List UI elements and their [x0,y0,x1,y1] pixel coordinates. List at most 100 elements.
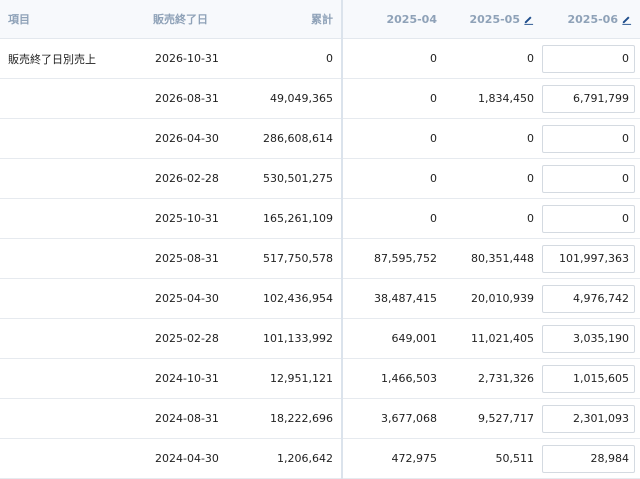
value-2025-06-input[interactable] [542,244,635,273]
value-2025-06-input[interactable] [542,44,635,73]
row-item-label: 販売終了日別売上 [0,38,145,79]
end-date-cell: 2025-08-31 [145,238,250,279]
table-row: 2025-02-28 101,133,992 649,001 11,021,405 [0,318,640,359]
value-2025-06-input[interactable] [542,324,635,353]
header-total: 累計 [250,0,343,39]
value-2025-04-cell: 3,677,068 [342,398,445,439]
end-date-cell: 2026-08-31 [145,78,250,119]
total-cell: 49,049,365 [250,78,343,119]
total-cell: 101,133,992 [250,318,343,359]
value-2025-05-cell: 2,731,326 [445,358,542,399]
end-date-cell: 2025-02-28 [145,318,250,359]
table-row: 2024-10-31 12,951,121 1,466,503 2,731,326 [0,358,640,399]
end-date-cell: 2024-10-31 [145,358,250,399]
table-row: 2025-08-31 517,750,578 87,595,752 80,351,44… [0,238,640,279]
end-date-cell: 2024-04-30 [145,438,250,479]
pencil-icon[interactable] [621,14,632,25]
table-row: 2026-08-31 49,049,365 0 1,834,450 [0,78,640,119]
total-cell: 0 [250,38,343,79]
table-body: 販売終了日別売上2026-10-310002026-08-3149,049,36… [0,38,640,479]
value-2025-05-cell: 0 [445,158,542,199]
total-cell: 286,608,614 [250,118,343,159]
header-end-date: 販売終了日 [145,0,250,39]
value-2025-06-cell [542,38,640,79]
row-item-label [0,78,145,119]
row-item-label [0,238,145,279]
total-cell: 517,750,578 [250,238,343,279]
value-2025-06-cell [542,238,640,279]
value-2025-04-cell: 0 [342,198,445,239]
value-2025-04-cell: 1,466,503 [342,358,445,399]
row-item-label [0,158,145,199]
table-row: 2024-04-30 1,206,642 472,975 50,511 [0,438,640,479]
value-2025-06-cell [542,158,640,199]
header-2025-04: 2025-04 [342,0,445,39]
value-2025-06-cell [542,318,640,359]
table-row: 2026-04-30 286,608,614 0 0 [0,118,640,159]
value-2025-04-cell: 0 [342,118,445,159]
value-2025-06-input[interactable] [542,124,635,153]
end-date-cell: 2025-04-30 [145,278,250,319]
end-date-cell: 2024-08-31 [145,398,250,439]
table-row: 販売終了日別売上 2026-10-31 0 0 0 [0,38,640,79]
value-2025-04-cell: 0 [342,78,445,119]
row-item-label [0,318,145,359]
total-cell: 1,206,642 [250,438,343,479]
end-date-cell: 2026-04-30 [145,118,250,159]
value-2025-05-cell: 9,527,717 [445,398,542,439]
value-2025-06-input[interactable] [542,84,635,113]
value-2025-04-cell: 87,595,752 [342,238,445,279]
value-2025-06-cell [542,118,640,159]
value-2025-04-cell: 649,001 [342,318,445,359]
row-item-label [0,198,145,239]
value-2025-06-input[interactable] [542,284,635,313]
row-item-label [0,398,145,439]
value-2025-05-cell: 1,834,450 [445,78,542,119]
value-2025-05-cell: 80,351,448 [445,238,542,279]
row-item-label [0,438,145,479]
value-2025-05-cell: 0 [445,38,542,79]
total-cell: 18,222,696 [250,398,343,439]
table-row: 2025-10-31 165,261,109 0 0 [0,198,640,239]
value-2025-04-cell: 0 [342,38,445,79]
end-date-cell: 2025-10-31 [145,198,250,239]
table-row: 2026-02-28 530,501,275 0 0 [0,158,640,199]
total-cell: 102,436,954 [250,278,343,319]
header-item: 項目 [0,0,145,39]
value-2025-06-cell [542,438,640,479]
header-2025-05-label: 2025-05 [469,12,521,26]
value-2025-06-input[interactable] [542,164,635,193]
table-row: 2025-04-30 102,436,954 38,487,415 20,010,93… [0,278,640,319]
total-cell: 165,261,109 [250,198,343,239]
total-cell: 12,951,121 [250,358,343,399]
value-2025-06-input[interactable] [542,364,635,393]
value-2025-06-cell [542,398,640,439]
table-header: 項目 販売終了日 累計 2025-04 2025-05 2025-06 [0,0,640,39]
value-2025-05-cell: 20,010,939 [445,278,542,319]
table-row: 2024-08-31 18,222,696 3,677,068 9,527,717 [0,398,640,439]
value-2025-05-cell: 11,021,405 [445,318,542,359]
value-2025-04-cell: 0 [342,158,445,199]
value-2025-05-cell: 50,511 [445,438,542,479]
total-cell: 530,501,275 [250,158,343,199]
value-2025-04-cell: 38,487,415 [342,278,445,319]
pencil-icon[interactable] [523,14,534,25]
value-2025-05-cell: 0 [445,118,542,159]
row-item-label [0,278,145,319]
value-2025-06-cell [542,358,640,399]
header-2025-06-label: 2025-06 [567,12,619,26]
value-2025-06-input[interactable] [542,204,635,233]
header-2025-05: 2025-05 [445,0,542,39]
row-item-label [0,358,145,399]
value-2025-04-cell: 472,975 [342,438,445,479]
value-2025-06-input[interactable] [542,444,635,473]
value-2025-06-cell [542,198,640,239]
header-2025-06: 2025-06 [542,0,640,39]
value-2025-06-cell [542,78,640,119]
value-2025-06-input[interactable] [542,404,635,433]
end-date-cell: 2026-10-31 [145,38,250,79]
end-date-cell: 2026-02-28 [145,158,250,199]
row-item-label [0,118,145,159]
